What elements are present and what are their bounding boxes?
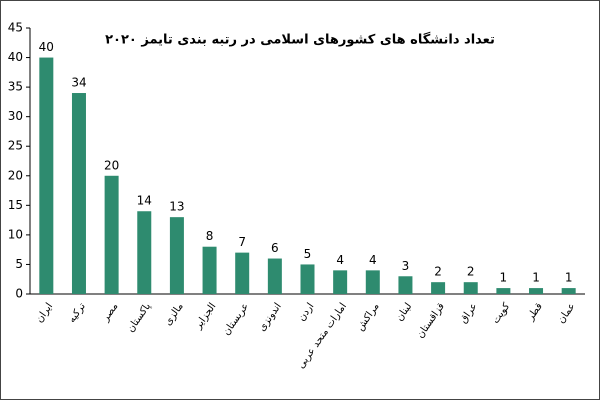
value-label: 13 bbox=[169, 200, 184, 214]
bar bbox=[529, 288, 544, 294]
value-label: 6 bbox=[271, 241, 279, 255]
y-tick-label: 20 bbox=[8, 168, 23, 182]
y-tick-label: 45 bbox=[8, 21, 23, 35]
bar bbox=[104, 175, 119, 294]
bar bbox=[137, 211, 152, 294]
y-tick-label: 30 bbox=[8, 109, 23, 123]
y-tick-label: 35 bbox=[8, 80, 23, 94]
value-label: 3 bbox=[402, 259, 410, 273]
value-label: 14 bbox=[137, 194, 152, 208]
value-label: 1 bbox=[565, 271, 573, 285]
y-tick-label: 0 bbox=[15, 287, 23, 301]
bar bbox=[496, 288, 511, 294]
value-label: 4 bbox=[336, 253, 344, 267]
y-tick-label: 5 bbox=[15, 257, 23, 271]
value-label: 2 bbox=[467, 265, 475, 279]
y-tick-label: 15 bbox=[8, 198, 23, 212]
bar bbox=[431, 282, 446, 294]
value-label: 4 bbox=[369, 253, 377, 267]
chart-title: تعداد دانشگاه های کشورهای اسلامی در رتبه… bbox=[105, 32, 495, 48]
bar bbox=[39, 57, 54, 294]
bar bbox=[561, 288, 576, 294]
value-label: 7 bbox=[238, 235, 246, 249]
value-label: 34 bbox=[71, 76, 86, 90]
bar bbox=[300, 264, 315, 294]
bar bbox=[235, 252, 250, 294]
bar bbox=[169, 217, 184, 294]
bar bbox=[365, 270, 380, 294]
bar bbox=[333, 270, 348, 294]
bar bbox=[463, 282, 478, 294]
bar bbox=[267, 258, 282, 294]
bar bbox=[71, 93, 86, 295]
value-label: 5 bbox=[304, 247, 312, 261]
bar bbox=[202, 246, 217, 294]
y-tick-label: 10 bbox=[8, 227, 23, 241]
value-label: 8 bbox=[206, 229, 214, 243]
value-label: 20 bbox=[104, 158, 119, 172]
y-tick-label: 40 bbox=[8, 50, 23, 64]
value-label: 1 bbox=[500, 271, 508, 285]
value-label: 1 bbox=[532, 271, 540, 285]
y-tick-label: 25 bbox=[8, 139, 23, 153]
value-label: 2 bbox=[434, 265, 442, 279]
bar bbox=[398, 276, 413, 294]
value-label: 40 bbox=[39, 40, 54, 54]
